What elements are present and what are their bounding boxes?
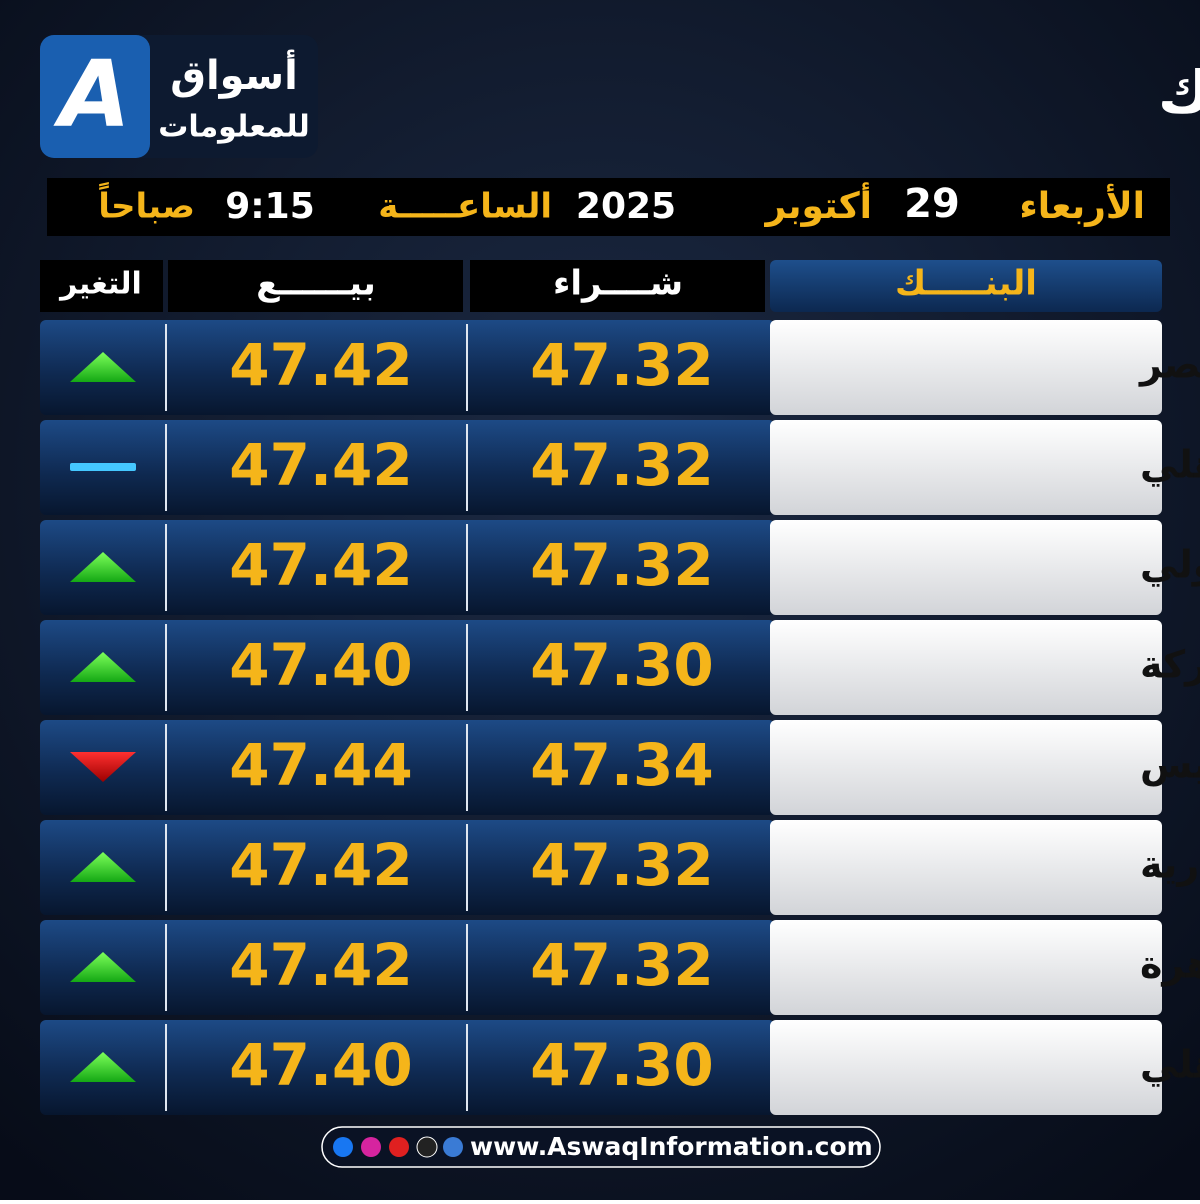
- row-background: [40, 320, 775, 415]
- x-icon: [416, 1136, 438, 1158]
- bank-cell: [770, 520, 1162, 615]
- bank-name: البنك الأهلي: [1140, 441, 1200, 487]
- sell-price: 47.40: [229, 1031, 412, 1099]
- column-header: التغير: [58, 267, 142, 302]
- title: حركـــة الـدولار في البنــوك: [1158, 58, 1200, 127]
- bank-name: بنك مصر: [1138, 343, 1200, 387]
- buy-price: 47.32: [530, 431, 713, 499]
- bank-name: QNB الأهلي: [1140, 1041, 1200, 1087]
- row-background: [40, 420, 775, 515]
- buy-price: 47.32: [530, 331, 713, 399]
- row-background: [40, 1020, 775, 1115]
- sell-price: 47.42: [229, 831, 412, 899]
- facebook-icon: [333, 1137, 353, 1157]
- time-label: الساعـــــة: [378, 187, 552, 227]
- buy-price: 47.34: [530, 731, 713, 799]
- logo-mark-box: [40, 35, 150, 158]
- row-background: [40, 920, 775, 1015]
- date-bar: [47, 178, 1170, 236]
- month: أكتوبر: [764, 182, 872, 227]
- bank-name: بنك البركة: [1140, 643, 1200, 687]
- row-background: [40, 720, 775, 815]
- bank-cell: [770, 620, 1162, 715]
- sell-price: 47.42: [229, 531, 412, 599]
- sell-price: 47.44: [229, 731, 412, 799]
- column-header: البنـــــك: [895, 264, 1037, 304]
- table-body: بنك مصر 47.32 47.42 البنك الأهلي 47.32 47.42 ا…: [40, 320, 1200, 1115]
- header-cell: [40, 260, 163, 312]
- year: 2025: [576, 186, 676, 227]
- logo-sub: للمعلومات: [158, 110, 310, 145]
- row-background: [40, 820, 775, 915]
- sell-price: 47.40: [229, 631, 412, 699]
- bank-name: البنك التجاري الدولي: [1140, 543, 1200, 588]
- buy-price: 47.32: [530, 531, 713, 599]
- column-header: بيــــــع: [256, 264, 376, 304]
- bank-cell: [770, 920, 1162, 1015]
- instagram-icon: [361, 1137, 381, 1157]
- bank-cell: [770, 720, 1162, 815]
- youtube-icon: [389, 1137, 409, 1157]
- weekday: الأربعاء: [1019, 183, 1145, 227]
- logo-name: أسواق: [170, 49, 298, 99]
- change-up-icon: [70, 852, 136, 882]
- change-up-icon: [70, 952, 136, 982]
- header-cell: [168, 260, 463, 312]
- time: 9:15: [225, 186, 315, 227]
- buy-price: 47.32: [530, 831, 713, 899]
- bank-name: بنك الإسكندرية: [1140, 843, 1200, 887]
- change-up-icon: [70, 552, 136, 582]
- website-url: www.AswaqInformation.com: [470, 1132, 873, 1161]
- sell-price: 47.42: [229, 331, 412, 399]
- change-flat-icon: [70, 463, 136, 471]
- row-background: [40, 620, 775, 715]
- day: 29: [904, 181, 960, 227]
- change-up-icon: [70, 652, 136, 682]
- bank-name: بنك قناة السويس: [1140, 743, 1200, 787]
- bank-cell: [770, 420, 1162, 515]
- header-cell: [470, 260, 765, 312]
- change-up-icon: [70, 1052, 136, 1082]
- change-up-icon: [70, 352, 136, 382]
- web-icon: [443, 1137, 463, 1157]
- period: صباحاً: [98, 181, 195, 226]
- change-down-icon: [70, 752, 136, 782]
- buy-price: 47.30: [530, 631, 713, 699]
- buy-price: 47.30: [530, 1031, 713, 1099]
- buy-price: 47.32: [530, 931, 713, 999]
- bank-name: بنك القاهرة: [1140, 943, 1200, 987]
- logo-mark: A: [53, 40, 130, 147]
- column-header: شــــراء: [553, 264, 683, 304]
- bank-cell: [770, 320, 1162, 415]
- sell-price: 47.42: [229, 931, 412, 999]
- footer-pill: [321, 1126, 881, 1168]
- header-cell: [770, 260, 1162, 312]
- bank-cell: [770, 1020, 1162, 1115]
- bank-cell: [770, 820, 1162, 915]
- sell-price: 47.42: [229, 431, 412, 499]
- row-background: [40, 520, 775, 615]
